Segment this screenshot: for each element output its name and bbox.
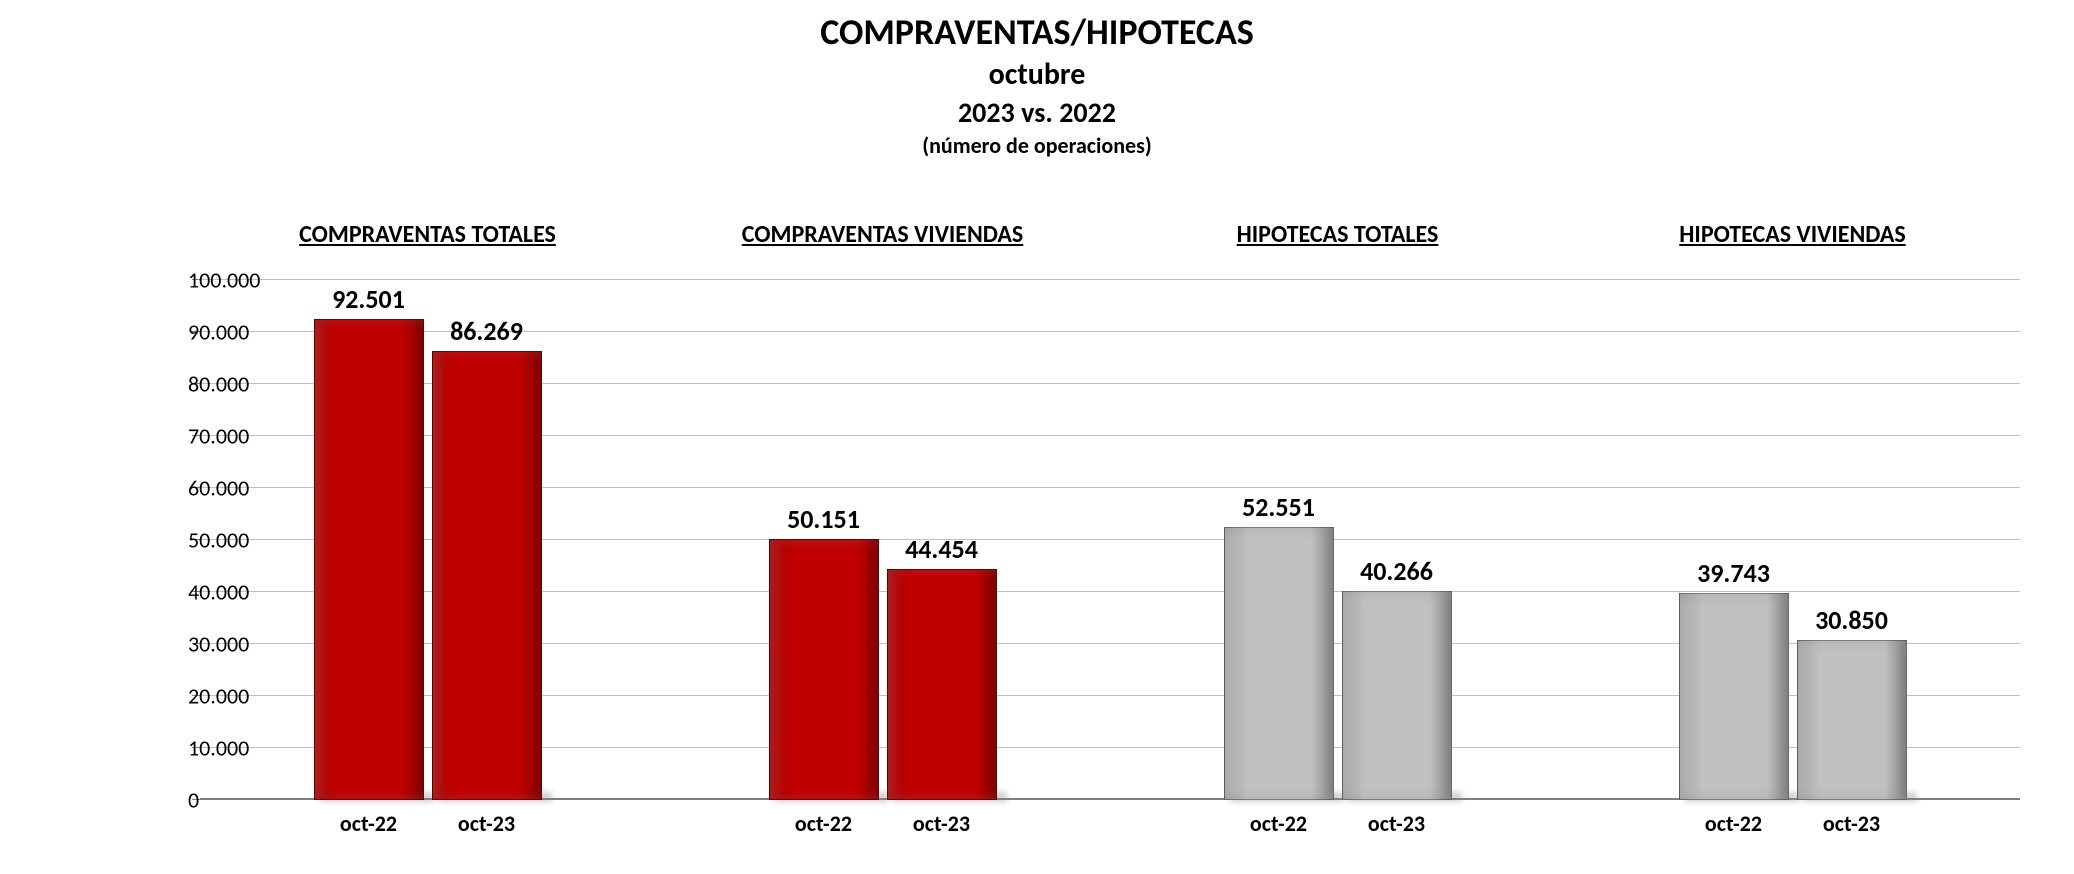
y-tick-label: 50.000 — [188, 527, 200, 554]
bar-value-label: 92.501 — [269, 283, 469, 315]
group-header: COMPRAVENTAS VIVIENDAS — [655, 220, 1110, 249]
y-tick-label: 20.000 — [188, 683, 200, 710]
bar — [769, 539, 879, 800]
chart-title: COMPRAVENTAS/HIPOTECAS — [0, 10, 2074, 54]
bar-value-label: 50.151 — [724, 503, 924, 535]
y-tick-label: 90.000 — [188, 319, 200, 346]
y-tick-label: 70.000 — [188, 423, 200, 450]
y-tick-label: 100.000 — [188, 267, 200, 294]
y-tick-label: 40.000 — [188, 579, 200, 606]
y-tick-label: 10.000 — [188, 735, 200, 762]
plot-area — [200, 280, 2020, 800]
chart-titles: COMPRAVENTAS/HIPOTECAS octubre 2023 vs. … — [0, 0, 2074, 159]
chart-subtitle-2: 2023 vs. 2022 — [0, 95, 2074, 130]
bar-value-label: 52.551 — [1179, 491, 1379, 523]
chart-container: COMPRAVENTAS/HIPOTECAS octubre 2023 vs. … — [0, 0, 2074, 874]
y-tick-label: 80.000 — [188, 371, 200, 398]
x-tick-label: oct-23 — [1772, 810, 1932, 837]
group-headers: COMPRAVENTAS TOTALESCOMPRAVENTAS VIVIEND… — [200, 220, 2020, 249]
bar — [887, 569, 997, 800]
bar-value-label: 86.269 — [387, 315, 587, 347]
x-tick-label: oct-23 — [1317, 810, 1477, 837]
group-header: HIPOTECAS VIVIENDAS — [1565, 220, 2020, 249]
bar — [314, 319, 424, 800]
group-header: COMPRAVENTAS TOTALES — [200, 220, 655, 249]
bar — [1342, 591, 1452, 800]
y-tick-label: 30.000 — [188, 631, 200, 658]
x-tick-label: oct-23 — [862, 810, 1022, 837]
bar-value-label: 30.850 — [1752, 604, 1952, 636]
y-tick-label: 0 — [188, 787, 200, 814]
group-header: HIPOTECAS TOTALES — [1110, 220, 1565, 249]
bar-value-label: 44.454 — [842, 533, 1042, 565]
bars-layer — [200, 280, 2020, 800]
chart-subtitle-3: (número de operaciones) — [0, 132, 2074, 159]
x-tick-label: oct-23 — [407, 810, 567, 837]
chart-subtitle-1: octubre — [0, 56, 2074, 93]
bar-value-label: 39.743 — [1634, 557, 1834, 589]
bar — [1797, 640, 1907, 800]
bar — [432, 351, 542, 800]
bar-value-label: 40.266 — [1297, 555, 1497, 587]
y-tick-label: 60.000 — [188, 475, 200, 502]
